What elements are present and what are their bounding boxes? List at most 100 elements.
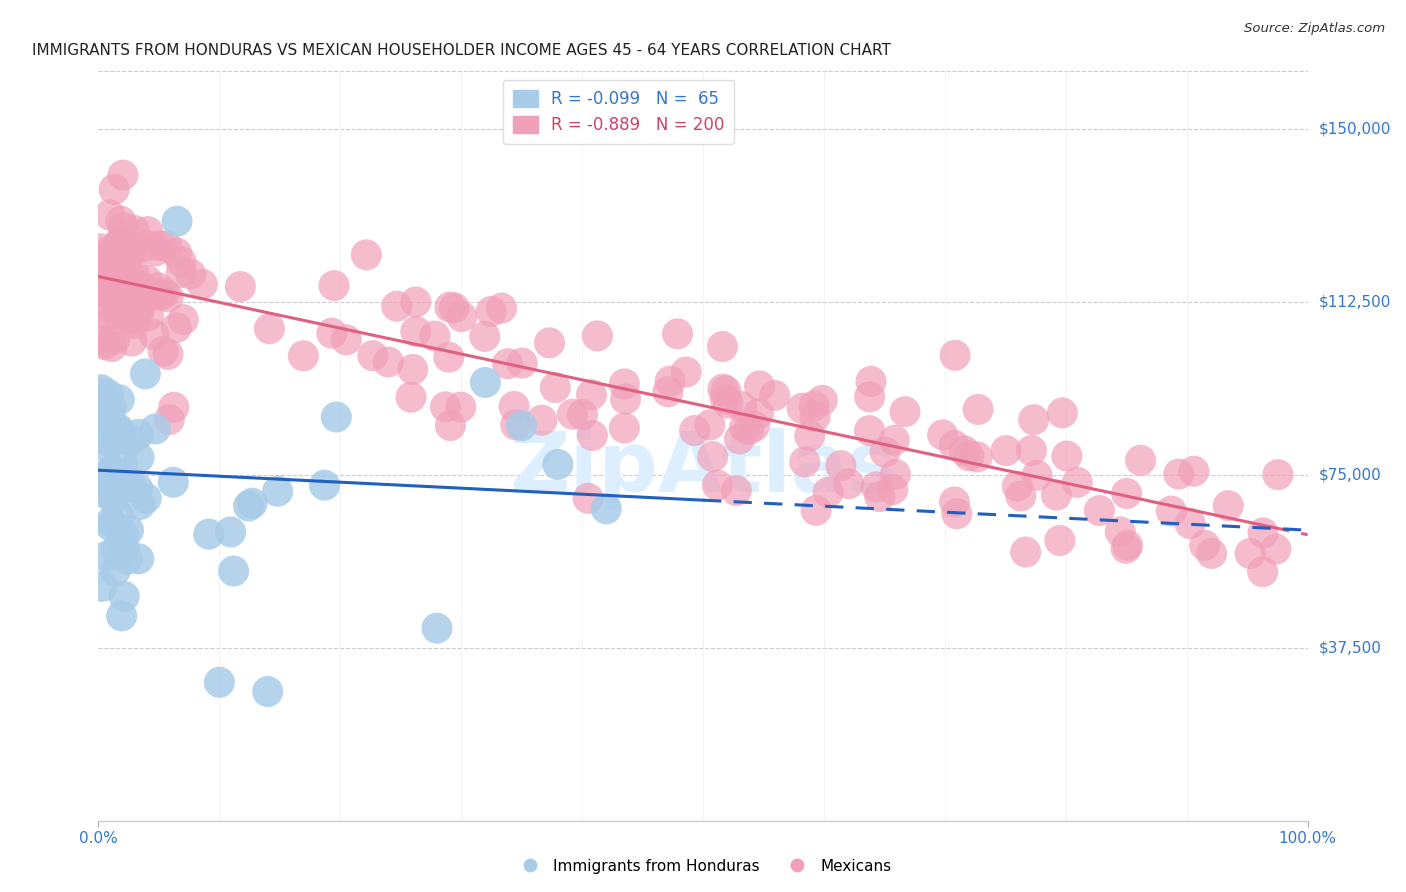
Point (89, 307, 111, 321)
Point (145, 244, 167, 258)
Point (105, 253, 128, 268)
Point (131, 296, 153, 310)
Point (97, 434, 120, 448)
Point (127, 481, 149, 495)
Point (259, 322, 281, 336)
Point (966, 450, 988, 464)
Point (474, 329, 496, 343)
Point (108, 425, 131, 439)
Point (229, 279, 252, 293)
Point (1182, 464, 1205, 478)
Point (450, 310, 472, 324)
Point (103, 483, 125, 497)
Legend: R = -0.099   N =  65, R = -0.889   N = 200: R = -0.099 N = 65, R = -0.889 N = 200 (502, 79, 734, 145)
Point (89, 277, 111, 292)
Point (967, 402, 990, 417)
Point (666, 326, 689, 341)
Point (89, 250, 111, 264)
Point (89, 385, 111, 400)
Text: IMMIGRANTS FROM HONDURAS VS MEXICAN HOUSEHOLDER INCOME AGES 45 - 64 YEARS CORREL: IMMIGRANTS FROM HONDURAS VS MEXICAN HOUS… (32, 43, 891, 58)
Point (98, 244, 121, 258)
Point (107, 307, 129, 321)
Point (613, 376, 636, 391)
Point (117, 252, 139, 267)
Point (699, 417, 721, 432)
Point (118, 244, 141, 258)
Point (1267, 467, 1289, 482)
Point (503, 400, 526, 414)
Point (1115, 541, 1137, 556)
Point (156, 239, 179, 253)
Point (166, 246, 188, 260)
Text: $37,500: $37,500 (1319, 640, 1382, 656)
Point (314, 478, 336, 492)
Point (744, 419, 766, 434)
Point (191, 277, 214, 292)
Point (434, 400, 457, 414)
Point (162, 475, 184, 490)
Point (104, 274, 127, 288)
Point (561, 407, 583, 421)
Point (439, 418, 461, 433)
Point (172, 312, 194, 326)
Point (510, 418, 533, 433)
Point (163, 401, 186, 415)
Point (240, 496, 263, 510)
Point (399, 390, 422, 404)
Point (135, 283, 157, 297)
Point (124, 317, 146, 331)
Point (883, 434, 905, 448)
Point (98, 467, 121, 482)
Point (101, 463, 124, 477)
Point (107, 482, 129, 496)
Point (112, 590, 135, 604)
Point (138, 309, 160, 323)
Point (804, 409, 827, 424)
Point (748, 379, 770, 393)
Point (108, 268, 131, 283)
Point (146, 280, 169, 294)
Point (107, 238, 129, 252)
Point (734, 420, 756, 434)
Point (146, 286, 169, 301)
Point (894, 405, 917, 419)
Point (544, 380, 567, 394)
Point (108, 422, 131, 436)
Point (1160, 504, 1182, 518)
Point (1049, 533, 1071, 548)
Point (738, 423, 761, 437)
Point (683, 424, 706, 438)
Point (1045, 488, 1067, 502)
Point (89, 242, 111, 256)
Point (110, 214, 132, 228)
Point (711, 339, 734, 353)
Point (104, 543, 127, 558)
Point (97, 260, 120, 274)
Point (865, 480, 887, 494)
Point (97, 387, 120, 401)
Point (943, 348, 966, 362)
Point (131, 279, 153, 293)
Point (96, 467, 118, 481)
Point (135, 238, 157, 252)
Point (115, 291, 138, 305)
Point (266, 484, 288, 499)
Point (405, 325, 427, 339)
Point (402, 362, 425, 376)
Point (91, 485, 114, 500)
Point (107, 481, 129, 495)
Point (108, 304, 131, 318)
Point (439, 300, 461, 314)
Point (108, 392, 131, 407)
Point (799, 429, 821, 443)
Point (256, 684, 278, 698)
Point (496, 357, 519, 371)
Point (1052, 406, 1074, 420)
Point (714, 392, 737, 407)
Point (530, 413, 553, 427)
Text: ZipAtlas: ZipAtlas (509, 428, 897, 509)
Point (1115, 486, 1137, 500)
Point (657, 384, 679, 399)
Point (385, 299, 408, 313)
Point (804, 503, 827, 517)
